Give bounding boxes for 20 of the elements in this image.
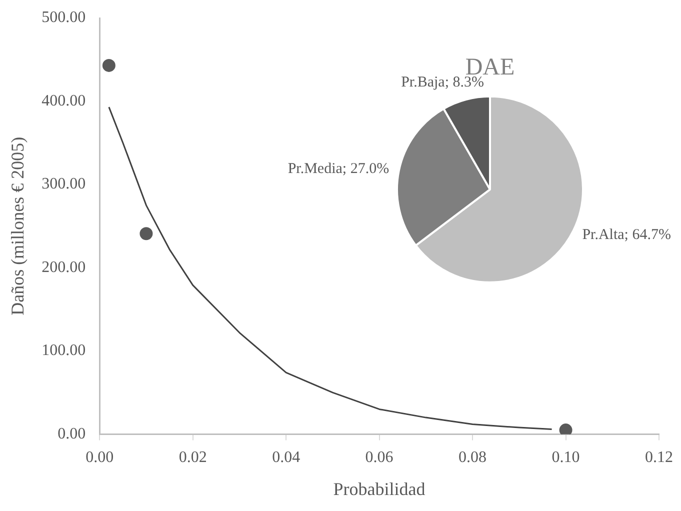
point: [140, 227, 153, 240]
y-tick-label: 200.00: [42, 258, 86, 276]
x-tick-label: 0.00: [86, 449, 114, 466]
slice-label: Pr.Alta; 64.7%: [582, 227, 671, 244]
x-axis-title: Probabilidad: [333, 478, 426, 499]
y-tick-label: 500.00: [42, 9, 86, 26]
x-tick-label: 0.04: [272, 449, 300, 466]
y-tick-label: 0.00: [58, 425, 86, 442]
x-tick-label: 0.12: [645, 449, 673, 466]
y-tick-label: 400.00: [42, 92, 86, 110]
x-tick-label: 0.10: [552, 449, 580, 466]
point: [559, 424, 572, 434]
point: [102, 58, 116, 72]
x-tick-label: 0.08: [458, 449, 487, 466]
y-tick-label: 300.00: [42, 176, 86, 193]
x-tick-label: 0.02: [178, 449, 207, 466]
x-tick-label: 0.06: [365, 449, 394, 466]
y-axis-title: Daños (millones € 2005): [8, 136, 28, 316]
y-tick-label: 100.00: [42, 342, 86, 360]
slice-label: Pr.Media; 27.0%: [288, 160, 390, 177]
